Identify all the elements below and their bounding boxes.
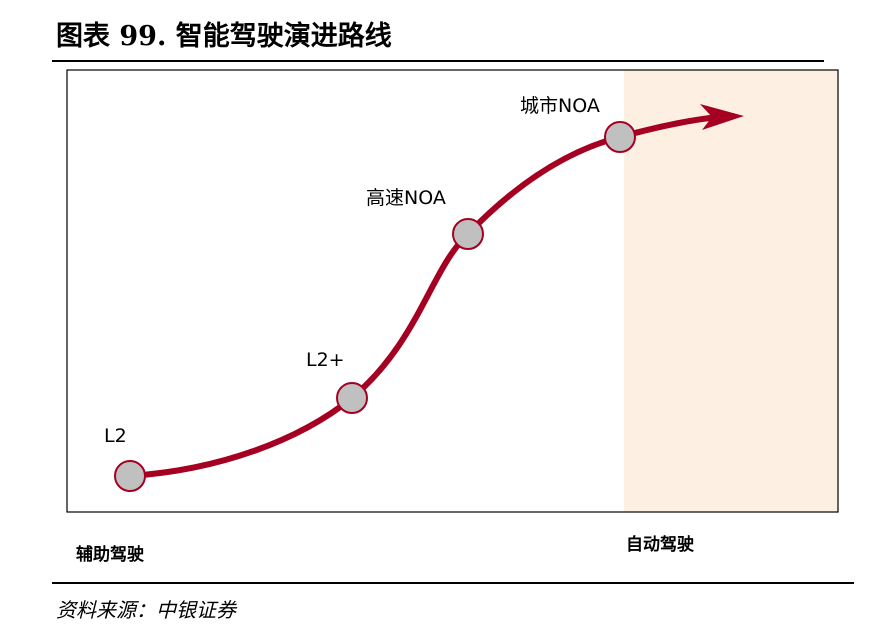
arrow-head — [700, 104, 744, 130]
autonomous-driving-region — [624, 70, 838, 512]
stage-node-highway-noa — [452, 218, 484, 250]
stage-label-highway-noa: 高速NOA — [366, 187, 446, 209]
diagram-frame — [66, 69, 839, 513]
stage-label-l2-plus: L2+ — [306, 349, 345, 371]
stage-label-l2: L2 — [104, 425, 127, 447]
stage-node-l2 — [114, 460, 146, 492]
stage-node-city-noa — [604, 121, 636, 153]
autonomous-driving-label: 自动驾驶 — [626, 535, 694, 555]
title-divider — [52, 60, 824, 62]
assisted-driving-label: 辅助驾驶 — [76, 545, 144, 565]
stage-label-city-noa: 城市NOA — [520, 95, 600, 117]
stage-node-l2-plus — [336, 382, 368, 414]
source-divider — [52, 582, 854, 584]
source-note: 资料来源：中银证券 — [56, 598, 236, 622]
figure-title: 图表 99. 智能驾驶演进路线 — [56, 21, 392, 52]
